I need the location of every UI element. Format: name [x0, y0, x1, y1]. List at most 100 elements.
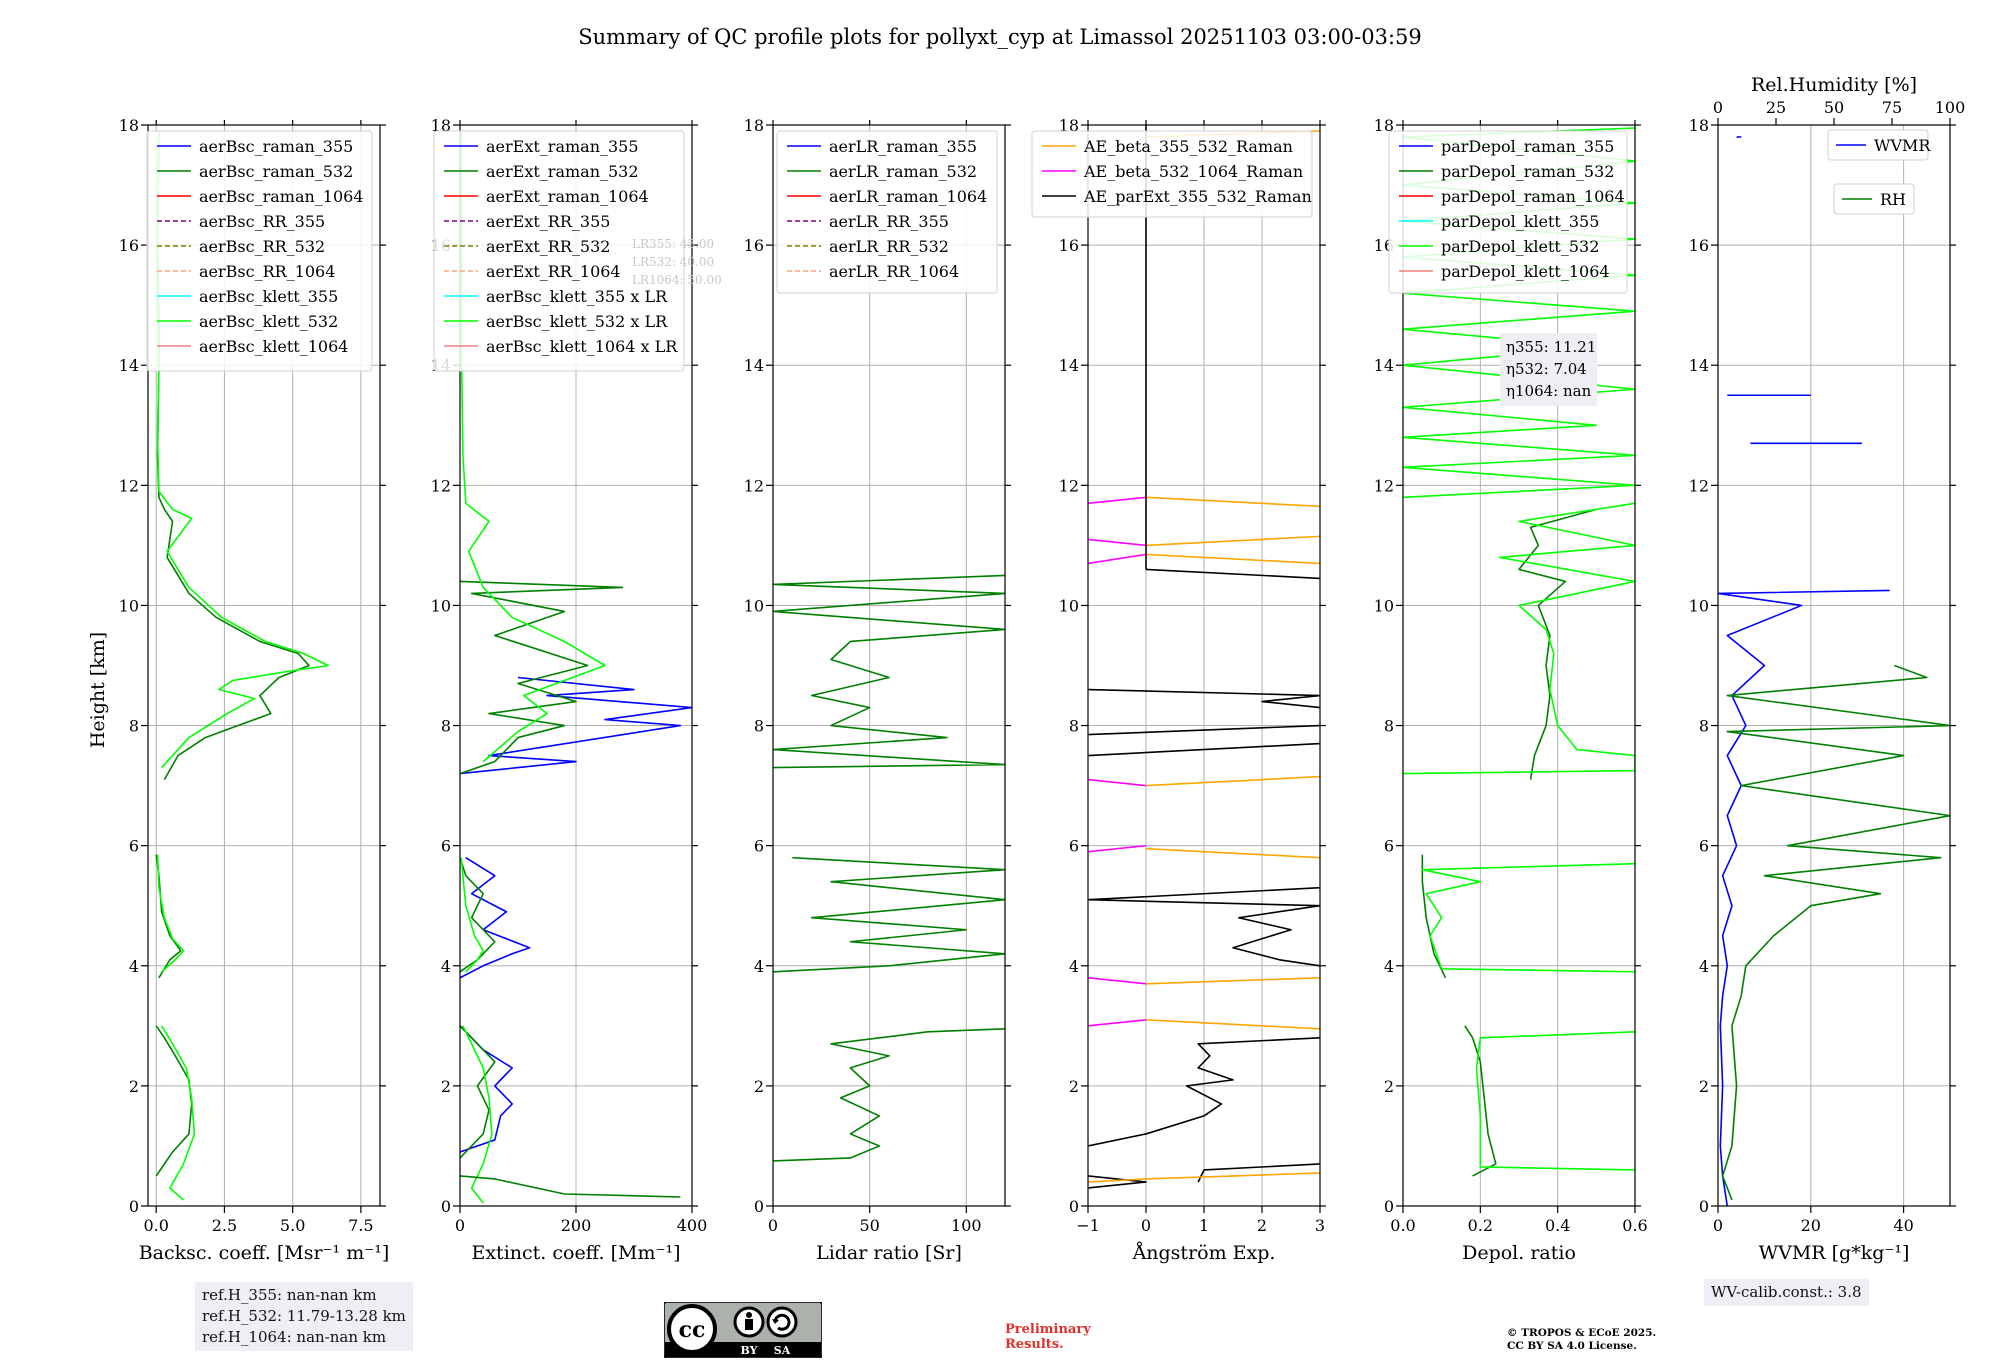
y-tick-label: 16 — [1059, 236, 1079, 255]
cc-license-badge[interactable]: cc BY SA — [664, 1302, 822, 1358]
y-tick-label: 14 — [1059, 356, 1079, 375]
y-tick-label: 12 — [431, 476, 451, 495]
series-group — [773, 574, 1005, 1162]
series-line-AE_beta_532_1064_Raman — [1088, 496, 1147, 505]
series-line-AE_beta_532_1064_Raman — [1088, 553, 1147, 565]
copyright-note: © TROPOS & ECoE 2025. CC BY SA 4.0 Licen… — [1507, 1327, 1656, 1353]
series-line-aerExt_raman_355 — [460, 856, 531, 979]
legend-box — [433, 130, 685, 372]
series-line-AE_beta_355_532_Raman — [1145, 976, 1320, 985]
x-axis-label: Depol. ratio — [1462, 1242, 1576, 1264]
y-tick-label: 10 — [744, 596, 764, 615]
y-tick-label: 14 — [1374, 356, 1394, 375]
y-tick-label: 10 — [1689, 596, 1709, 615]
x-tick-label: 0.2 — [1468, 1216, 1493, 1235]
y-tick-label: 0 — [1384, 1197, 1394, 1216]
legend-box — [776, 130, 998, 294]
y-tick-label: 18 — [119, 116, 139, 135]
y-tick-label: 0 — [1699, 1197, 1709, 1216]
legend-label: aerExt_RR_355 — [486, 212, 610, 231]
series-line-aerExt_raman_355 — [460, 676, 692, 775]
y-tick-label: 18 — [1374, 116, 1394, 135]
series-line-aerBsc_raman_532 — [155, 854, 182, 979]
series-line-AE_beta_532_1064_Raman — [1088, 778, 1147, 787]
series-line-AE_beta_355_532_Raman — [1145, 535, 1320, 547]
x-axis-label: Backsc. coeff. [Msr⁻¹ m⁻¹] — [139, 1242, 390, 1264]
series-line-aerLR_raman_532 — [773, 1028, 1005, 1162]
eta-note-line: η355: 11.21 — [1506, 338, 1596, 356]
series-line-AE_beta_532_1064_Raman — [1088, 538, 1147, 547]
series-line-AE_parExt_355_532_Raman — [1197, 1163, 1320, 1183]
legend-box — [1031, 130, 1313, 218]
legend-label: aerBsc_RR_355 — [199, 212, 325, 231]
top-x-tick-label: 25 — [1766, 98, 1786, 117]
top-x-tick-label: 100 — [1935, 98, 1966, 117]
legend-label: parDepol_klett_532 — [1441, 237, 1599, 256]
legend-label: aerBsc_RR_532 — [199, 237, 325, 256]
y-tick-label: 2 — [1069, 1077, 1079, 1096]
legend-label: aerExt_raman_355 — [486, 137, 639, 156]
legend-label: aerLR_raman_1064 — [829, 187, 987, 206]
ref-height-1064: ref.H_1064: nan-nan km — [202, 1328, 387, 1346]
legend-label: parDepol_klett_1064 — [1441, 262, 1610, 281]
series-line-WVMR — [1718, 589, 1890, 1206]
panel-lr: 0 50 100 0 2 4 6 8 10 12 14 16 18 Lidar ratio [Sr] aer… — [744, 116, 1011, 1264]
series-line-parDepol_raman_532 — [1421, 854, 1447, 979]
legend-label: aerExt_raman_1064 — [486, 187, 649, 206]
x-tick-label: 100 — [951, 1216, 982, 1235]
legend-label: aerBsc_raman_1064 — [199, 187, 364, 206]
share-alike-icon — [766, 1306, 798, 1338]
y-tick-label: 12 — [1689, 476, 1709, 495]
series-group — [460, 131, 692, 1204]
series-line-aerBsc_klett_532 x LR — [460, 857, 485, 973]
y-tick-label: 14 — [1689, 356, 1709, 375]
x-tick-label: 0 — [455, 1216, 465, 1235]
lidar-ratio-note-line: LR355: 45.00 — [632, 237, 714, 251]
y-tick-label: 14 — [119, 356, 139, 375]
eta-note-box — [1500, 333, 1597, 406]
series-line-AE_beta_355_532_Raman — [1145, 496, 1320, 508]
eta-note-line: η532: 7.04 — [1506, 360, 1587, 378]
x-tick-label: 200 — [561, 1216, 592, 1235]
x-axis-label: WVMR [g*kg⁻¹] — [1759, 1242, 1910, 1264]
legend-label: aerBsc_klett_1064 — [199, 337, 348, 356]
x-tick-label: 2 — [1257, 1216, 1267, 1235]
x-axis-label: Extinct. coeff. [Mm⁻¹] — [471, 1242, 680, 1264]
ref-height-box: ref.H_355: nan-nan km ref.H_532: 11.79-1… — [195, 1282, 413, 1351]
y-tick-label: 14 — [744, 356, 764, 375]
x-tick-label: 400 — [677, 1216, 708, 1235]
y-tick-label: 8 — [1384, 717, 1394, 736]
y-tick-label: 8 — [129, 717, 139, 736]
copyright-line-1: © TROPOS & ECoE 2025. — [1507, 1327, 1657, 1339]
legend-label: parDepol_klett_355 — [1441, 212, 1599, 231]
series-line-aerBsc_klett_532 — [160, 1025, 196, 1201]
panel-ext: 0200400024681012141618Extinct. coeff. [M… — [431, 116, 708, 1264]
legend-label: aerLR_RR_532 — [829, 237, 949, 256]
y-tick-label: 6 — [129, 837, 139, 856]
lidar-ratio-note-line: LR532: 40.00 — [632, 255, 714, 269]
x-tick-label: −1 — [1076, 1216, 1100, 1235]
x-tick-label: 7.5 — [348, 1216, 373, 1235]
legend-label: parDepol_raman_355 — [1441, 137, 1614, 156]
y-tick-label: 8 — [441, 717, 451, 736]
y-tick-label: 16 — [119, 236, 139, 255]
y-tick-label: 4 — [754, 957, 764, 976]
x-tick-label: 2.5 — [212, 1216, 237, 1235]
y-tick-label: 16 — [1689, 236, 1709, 255]
series-line-AE_parExt_355_532_Raman — [1088, 742, 1320, 757]
top-x-axis-label: Rel.Humidity [%] — [1751, 74, 1917, 96]
y-tick-label: 10 — [1059, 596, 1079, 615]
y-tick-label: 2 — [754, 1077, 764, 1096]
y-tick-label: 18 — [1689, 116, 1709, 135]
copyright-line-2: CC BY SA 4.0 License. — [1507, 1340, 1637, 1352]
series-line-aerLR_raman_532 — [773, 574, 1005, 769]
series-line-aerExt_raman_532 — [460, 1025, 496, 1159]
x-tick-label: 50 — [859, 1216, 879, 1235]
plot-frame — [772, 124, 1006, 1207]
cc-circle-icon — [667, 1304, 717, 1354]
x-tick-label: 40 — [1893, 1216, 1913, 1235]
y-tick-label: 0 — [441, 1197, 451, 1216]
eta-note-line: η1064: nan — [1506, 382, 1592, 400]
